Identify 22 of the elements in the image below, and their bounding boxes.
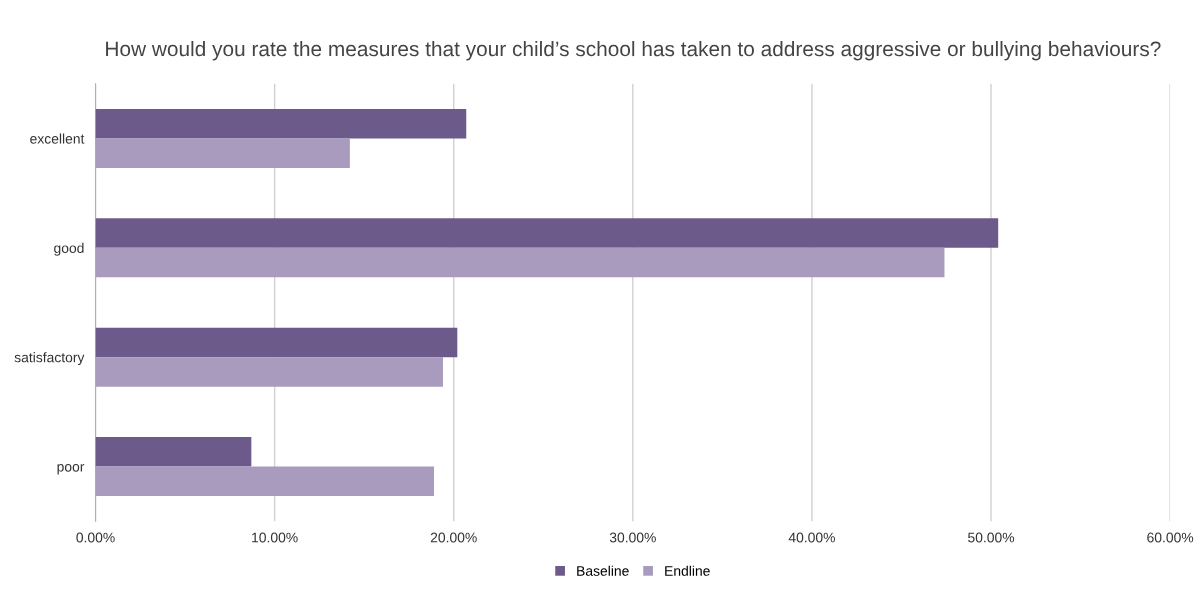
legend-label: Endline <box>665 565 710 576</box>
bar <box>95 247 945 278</box>
chart-title: How would you rate the measures that your child’s school has taken to address aggressive or bullying behaviours? <box>106 40 1161 61</box>
legend-label: Baseline <box>577 565 629 576</box>
x-tick-label: 30.00% <box>609 532 656 543</box>
y-tick-label: poor <box>57 464 85 475</box>
y-tick-label: satisfactory <box>14 352 85 366</box>
y-tick-label: excellent <box>30 133 85 144</box>
x-tick-label: 20.00% <box>430 532 477 543</box>
x-tick-label: 40.00% <box>788 532 835 543</box>
bar <box>95 218 999 248</box>
bar <box>95 436 252 467</box>
bar <box>95 466 435 496</box>
bar <box>95 109 467 139</box>
bar <box>95 138 350 169</box>
y-tick-label: good <box>54 242 84 256</box>
x-tick-label: 0.00% <box>76 532 115 543</box>
x-tick-label: 60.00% <box>1147 532 1194 543</box>
x-tick-label: 10.00% <box>252 532 298 543</box>
bar <box>95 327 458 358</box>
x-tick-label: 50.00% <box>968 532 1015 543</box>
bar <box>95 357 443 387</box>
